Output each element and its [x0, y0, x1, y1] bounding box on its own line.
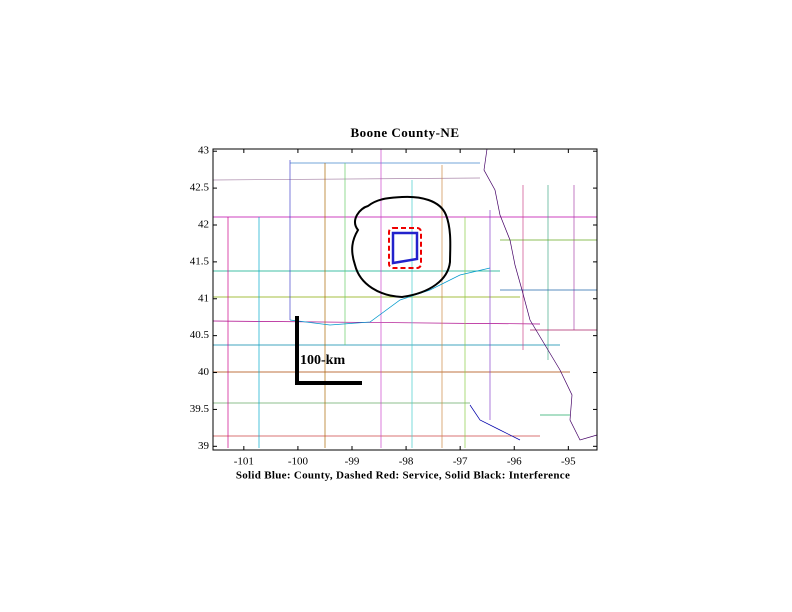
y-tick-label: 39 [198, 440, 210, 452]
interference-contour [351, 195, 452, 299]
chart-title: Boone County-NE [351, 125, 460, 140]
x-axis-label: Solid Blue: County, Dashed Red: Service,… [236, 470, 570, 482]
x-tick-label: -96 [507, 456, 522, 468]
x-tick-label: -99 [345, 456, 360, 468]
x-tick-label: -95 [561, 456, 576, 468]
y-tick-label: 43 [198, 145, 210, 157]
county-boundary [391, 231, 419, 265]
county-boundaries [212, 148, 598, 448]
x-tick-label: -98 [399, 456, 414, 468]
y-tick-label: 40.5 [190, 329, 210, 341]
x-tick-label: -97 [453, 456, 468, 468]
scale-label: 100-km [300, 353, 345, 368]
plot-frame [212, 148, 598, 451]
y-tick-label: 39.5 [190, 403, 210, 415]
y-tick-label: 41.5 [190, 255, 210, 267]
y-tick-label: 42.5 [190, 182, 210, 194]
y-tick-label: 40 [198, 366, 210, 378]
service-contour [388, 227, 422, 269]
y-tick-label: 41 [198, 292, 209, 304]
x-tick-label: -100 [288, 456, 309, 468]
x-tick-label: -101 [234, 456, 254, 468]
y-tick-label: 42 [198, 219, 209, 231]
